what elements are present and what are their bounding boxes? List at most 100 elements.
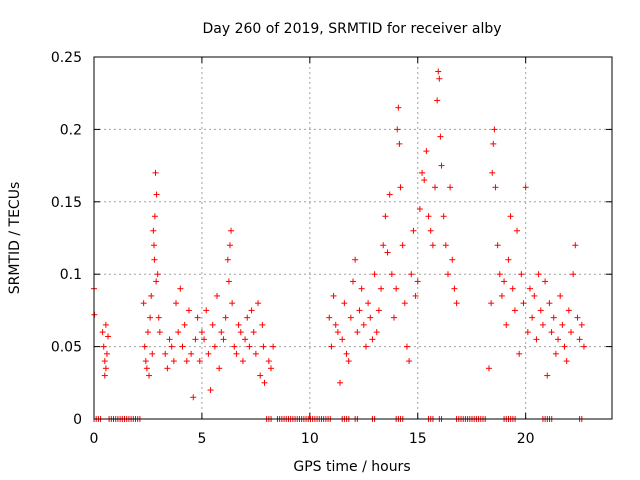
data-point: [216, 365, 223, 372]
data-point: [203, 307, 210, 314]
data-point: [142, 358, 149, 365]
data-point: [531, 292, 538, 299]
data-point: [102, 365, 109, 372]
data-point: [220, 336, 227, 343]
data-point: [490, 140, 497, 147]
data-point: [181, 321, 188, 328]
data-point: [151, 256, 158, 263]
data-point: [352, 256, 359, 263]
data-point: [140, 300, 147, 307]
data-point: [147, 314, 154, 321]
data-point: [362, 343, 369, 350]
data-point: [270, 343, 277, 350]
data-point: [369, 336, 376, 343]
data-point: [173, 300, 180, 307]
data-point: [231, 343, 238, 350]
data-point: [391, 314, 398, 321]
data-point: [198, 329, 205, 336]
y-tick-label: 0.05: [51, 340, 82, 356]
x-tick-label: 15: [409, 431, 427, 447]
data-point: [194, 314, 201, 321]
data-point: [437, 133, 444, 140]
data-point: [175, 329, 182, 336]
data-point: [179, 343, 186, 350]
plot-frame: [93, 56, 613, 420]
data-point: [330, 292, 337, 299]
data-point: [332, 321, 339, 328]
data-point: [218, 329, 225, 336]
y-tick-label: 0.2: [60, 122, 82, 138]
data-point: [326, 314, 333, 321]
data-point: [244, 314, 251, 321]
data-point: [190, 394, 197, 401]
x-axis-title: GPS time / hours: [293, 459, 410, 475]
data-point: [403, 343, 410, 350]
data-point: [501, 278, 508, 285]
data-point: [252, 350, 259, 357]
data-point: [559, 321, 566, 328]
data-point: [423, 148, 430, 155]
data-point: [522, 184, 529, 191]
data-point: [347, 314, 354, 321]
data-point: [354, 329, 361, 336]
data-point: [555, 336, 562, 343]
data-point: [328, 343, 335, 350]
data-point: [242, 336, 249, 343]
data-point: [156, 329, 163, 336]
data-point: [511, 307, 518, 314]
data-point: [384, 249, 391, 256]
data-point: [375, 307, 382, 314]
data-point: [265, 358, 272, 365]
data-point: [552, 350, 559, 357]
data-point: [233, 350, 240, 357]
data-point: [144, 329, 151, 336]
data-point: [397, 184, 404, 191]
data-point: [524, 329, 531, 336]
data-point: [259, 321, 266, 328]
data-point: [396, 140, 403, 147]
data-point: [166, 336, 173, 343]
data-point: [533, 336, 540, 343]
data-point: [572, 242, 579, 249]
data-point: [188, 350, 195, 357]
grid-layer: [94, 57, 612, 419]
data-point: [229, 300, 236, 307]
data-point: [419, 169, 426, 176]
data-point: [196, 358, 203, 365]
data-point: [436, 75, 443, 82]
data-point: [526, 285, 533, 292]
data-point: [401, 300, 408, 307]
data-point: [535, 271, 542, 278]
data-point: [239, 358, 246, 365]
data-point: [257, 372, 264, 379]
data-point: [427, 227, 434, 234]
data-point: [205, 350, 212, 357]
data-point: [154, 271, 161, 278]
data-point: [395, 104, 402, 111]
x-tick-label: 20: [517, 431, 535, 447]
data-point: [101, 358, 108, 365]
data-point: [485, 365, 492, 372]
data-point: [580, 343, 587, 350]
data-point: [410, 227, 417, 234]
data-point: [371, 271, 378, 278]
data-point: [365, 300, 372, 307]
x-tick-label: 5: [197, 431, 206, 447]
data-point: [429, 242, 436, 249]
data-point: [105, 333, 112, 340]
data-point: [505, 256, 512, 263]
data-point: [250, 329, 257, 336]
data-point: [432, 184, 439, 191]
data-point: [394, 126, 401, 133]
data-point: [168, 343, 175, 350]
data-point: [162, 350, 169, 357]
data-point: [537, 307, 544, 314]
data-point: [442, 242, 449, 249]
data-point: [255, 300, 262, 307]
data-point: [102, 321, 109, 328]
data-point: [509, 285, 516, 292]
y-tick-label: 0.1: [60, 267, 82, 283]
data-point: [520, 300, 527, 307]
data-point: [226, 242, 233, 249]
